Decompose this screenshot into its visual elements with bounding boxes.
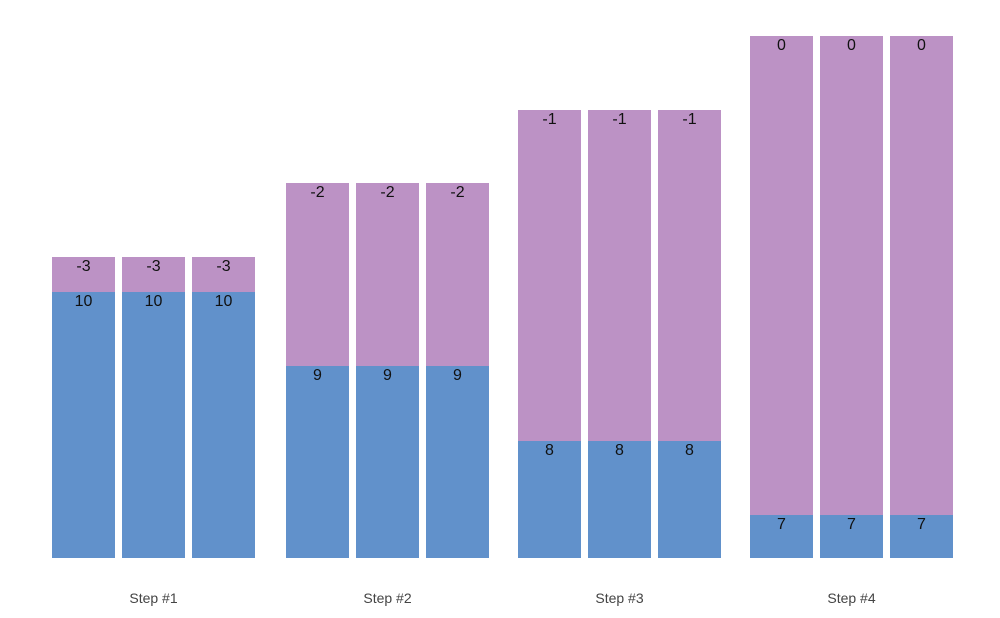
stacked-bar: 0 7 xyxy=(750,36,813,558)
segment-value-label: 7 xyxy=(917,516,926,533)
bar-segment-top: -3 xyxy=(52,257,115,292)
segment-value-label: 10 xyxy=(144,293,163,310)
segment-value-label: 9 xyxy=(383,367,392,384)
bar-segment-bottom: 7 xyxy=(820,515,883,558)
category-label-step4: Step #4 xyxy=(827,590,876,606)
stacked-bar: -3 10 xyxy=(122,257,185,558)
bar-segment-top: 0 xyxy=(750,36,813,515)
bar-segment-top: -2 xyxy=(426,183,489,366)
segment-value-label: 0 xyxy=(917,37,926,54)
segment-value-label: 9 xyxy=(313,367,322,384)
stacked-bar: 0 7 xyxy=(890,36,953,558)
category-label-step1: Step #1 xyxy=(129,590,178,606)
bar-segment-top: 0 xyxy=(890,36,953,515)
category-label-step2: Step #2 xyxy=(363,590,412,606)
segment-value-label: -3 xyxy=(76,258,91,275)
bar-segment-bottom: 8 xyxy=(658,441,721,558)
segment-value-label: 7 xyxy=(847,516,856,533)
stacked-bar: -2 9 xyxy=(286,183,349,558)
bar-segment-top: -1 xyxy=(588,110,651,441)
segment-value-label: 9 xyxy=(453,367,462,384)
segment-value-label: 8 xyxy=(685,442,694,459)
bar-segment-top: -3 xyxy=(192,257,255,292)
stacked-bar: -3 10 xyxy=(52,257,115,558)
stacked-bar: -2 9 xyxy=(356,183,419,558)
category-label-step3: Step #3 xyxy=(595,590,644,606)
stacked-bar: -3 10 xyxy=(192,257,255,558)
bar-segment-bottom: 9 xyxy=(286,366,349,558)
bar-segment-top: -1 xyxy=(518,110,581,441)
segment-value-label: -1 xyxy=(682,111,697,128)
bar-segment-bottom: 10 xyxy=(122,292,185,558)
segment-value-label: -2 xyxy=(380,184,395,201)
segment-value-label: 7 xyxy=(777,516,786,533)
bar-segment-bottom: 7 xyxy=(890,515,953,558)
bar-segment-bottom: 7 xyxy=(750,515,813,558)
stacked-bar: -1 8 xyxy=(658,110,721,558)
bar-segment-top: -1 xyxy=(658,110,721,441)
stacked-bar: 0 7 xyxy=(820,36,883,558)
segment-value-label: -1 xyxy=(542,111,557,128)
bar-segment-top: -2 xyxy=(356,183,419,366)
segment-value-label: 8 xyxy=(545,442,554,459)
segment-value-label: 10 xyxy=(74,293,93,310)
stacked-bar: -2 9 xyxy=(426,183,489,558)
bar-segment-top: 0 xyxy=(820,36,883,515)
segment-value-label: 0 xyxy=(777,37,786,54)
bar-segment-bottom: 10 xyxy=(52,292,115,558)
stacked-bar: -1 8 xyxy=(588,110,651,558)
bar-segment-bottom: 8 xyxy=(588,441,651,558)
segment-value-label: -2 xyxy=(450,184,465,201)
bar-segment-bottom: 8 xyxy=(518,441,581,558)
segment-value-label: -1 xyxy=(612,111,627,128)
segment-value-label: 8 xyxy=(615,442,624,459)
bar-segment-top: -2 xyxy=(286,183,349,366)
segment-value-label: -3 xyxy=(216,258,231,275)
segment-value-label: -3 xyxy=(146,258,161,275)
bar-segment-bottom: 10 xyxy=(192,292,255,558)
bar-segment-bottom: 9 xyxy=(356,366,419,558)
segment-value-label: -2 xyxy=(310,184,325,201)
segment-value-label: 10 xyxy=(214,293,233,310)
stacked-bar: -1 8 xyxy=(518,110,581,558)
segment-value-label: 0 xyxy=(847,37,856,54)
bar-segment-bottom: 9 xyxy=(426,366,489,558)
bar-segment-top: -3 xyxy=(122,257,185,292)
